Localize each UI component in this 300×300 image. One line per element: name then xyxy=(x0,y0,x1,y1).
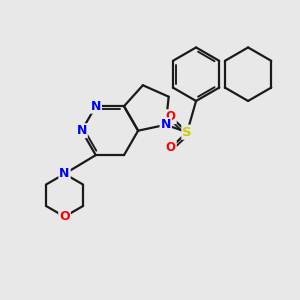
Text: N: N xyxy=(91,100,101,113)
Text: S: S xyxy=(182,126,192,139)
Text: N: N xyxy=(160,118,171,131)
Text: N: N xyxy=(76,124,87,137)
Text: O: O xyxy=(166,141,176,154)
Text: O: O xyxy=(59,210,70,223)
Text: N: N xyxy=(59,167,70,180)
Text: O: O xyxy=(166,110,176,123)
